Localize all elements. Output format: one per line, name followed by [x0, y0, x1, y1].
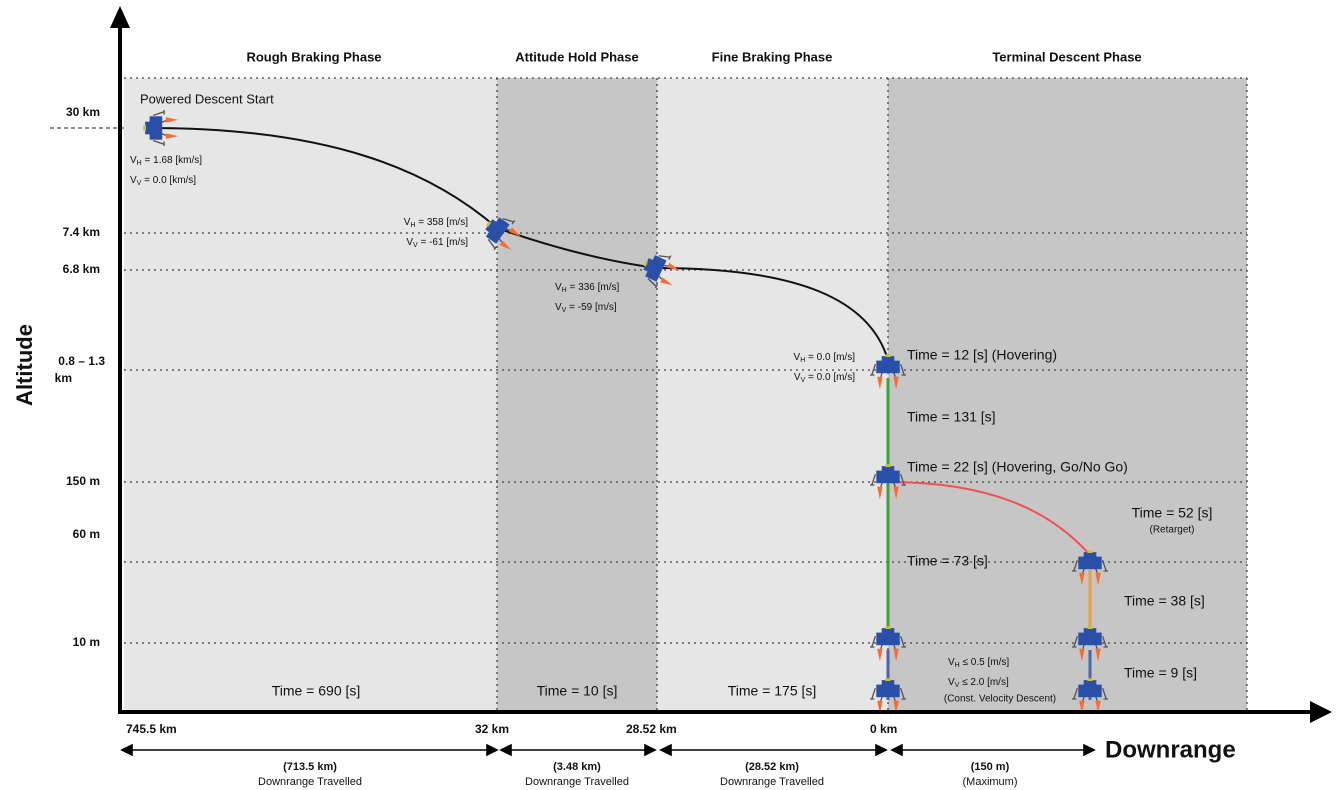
distance-amount: (28.52 km) [745, 761, 799, 773]
distance-note: (Maximum) [963, 776, 1018, 788]
terminal-time: Time = 38 [s] [1124, 593, 1205, 609]
terminal-time: Time = 73 [s] [907, 553, 988, 569]
phase-time: Time = 175 [s] [728, 683, 817, 699]
downrange-label: 32 km [475, 722, 509, 736]
velocity-value: = 0.0 [m/s] [805, 352, 855, 363]
distance-note: Downrange Travelled [525, 776, 629, 788]
downrange-label: 28.52 km [626, 722, 677, 736]
altitude-label: 0.8 – 1.3 [58, 354, 105, 368]
y-axis-title: Altitude [12, 324, 37, 406]
altitude-label: 10 m [73, 635, 100, 649]
velocity-value: = 336 [m/s] [567, 282, 620, 293]
phase-bg [497, 78, 657, 712]
distance-amount: (3.48 km) [553, 761, 601, 773]
terminal-time: Time = 22 [s] (Hovering, Go/No Go) [907, 459, 1128, 475]
velocity-value: = 1.68 [km/s] [142, 155, 203, 166]
terminal-note: (Retarget) [1149, 525, 1194, 536]
terminal-time: Time = 131 [s] [907, 409, 996, 425]
velocity-value: = -59 [m/s] [566, 302, 617, 313]
const-velocity-note: (Const. Velocity Descent) [944, 694, 1056, 705]
downrange-label: 0 km [870, 722, 897, 736]
velocity-value: = 0.0 [km/s] [141, 175, 196, 186]
altitude-label: 150 m [66, 474, 100, 488]
velocity-value: ≤ 0.5 [m/s] [960, 657, 1010, 668]
phase-title: Rough Braking Phase [246, 49, 381, 64]
altitude-label: 30 km [66, 105, 100, 119]
downrange-label: 745.5 km [126, 722, 177, 736]
velocity-line: VH = 1.68 [km/s] [130, 155, 202, 167]
distance-arrows [122, 745, 1094, 755]
velocity-value: = 358 [m/s] [415, 217, 468, 228]
terminal-time: Time = 9 [s] [1124, 665, 1197, 681]
velocity-value: = -61 [m/s] [418, 237, 469, 248]
velocity-value: = 0.0 [m/s] [805, 372, 855, 383]
altitude-label: 6.8 km [63, 262, 100, 276]
phase-bg [657, 78, 888, 712]
distance-note: Downrange Travelled [720, 776, 824, 788]
phase-time: Time = 10 [s] [537, 683, 618, 699]
terminal-time: Time = 52 [s] [1132, 505, 1213, 521]
distance-amount: (713.5 km) [283, 761, 337, 773]
phase-bg [888, 78, 1247, 712]
altitude-label: 60 m [73, 527, 100, 541]
altitude-label: km [55, 371, 72, 385]
phase-title: Fine Braking Phase [712, 49, 833, 64]
velocity-value: ≤ 2.0 [m/s] [959, 677, 1009, 688]
terminal-time: Time = 12 [s] (Hovering) [907, 347, 1057, 363]
phase-bg [124, 78, 497, 712]
phase-time: Time = 690 [s] [272, 683, 361, 699]
descent-diagram: Altitude Downrange Rough Braking Phase A… [0, 0, 1336, 790]
distance-amount: (150 m) [971, 761, 1010, 773]
x-axis-title: Downrange [1105, 736, 1236, 763]
phase-title: Terminal Descent Phase [992, 49, 1141, 64]
phase-title: Attitude Hold Phase [515, 49, 639, 64]
distance-note: Downrange Travelled [258, 776, 362, 788]
altitude-label: 7.4 km [63, 225, 100, 239]
start-label: Powered Descent Start [140, 91, 274, 106]
